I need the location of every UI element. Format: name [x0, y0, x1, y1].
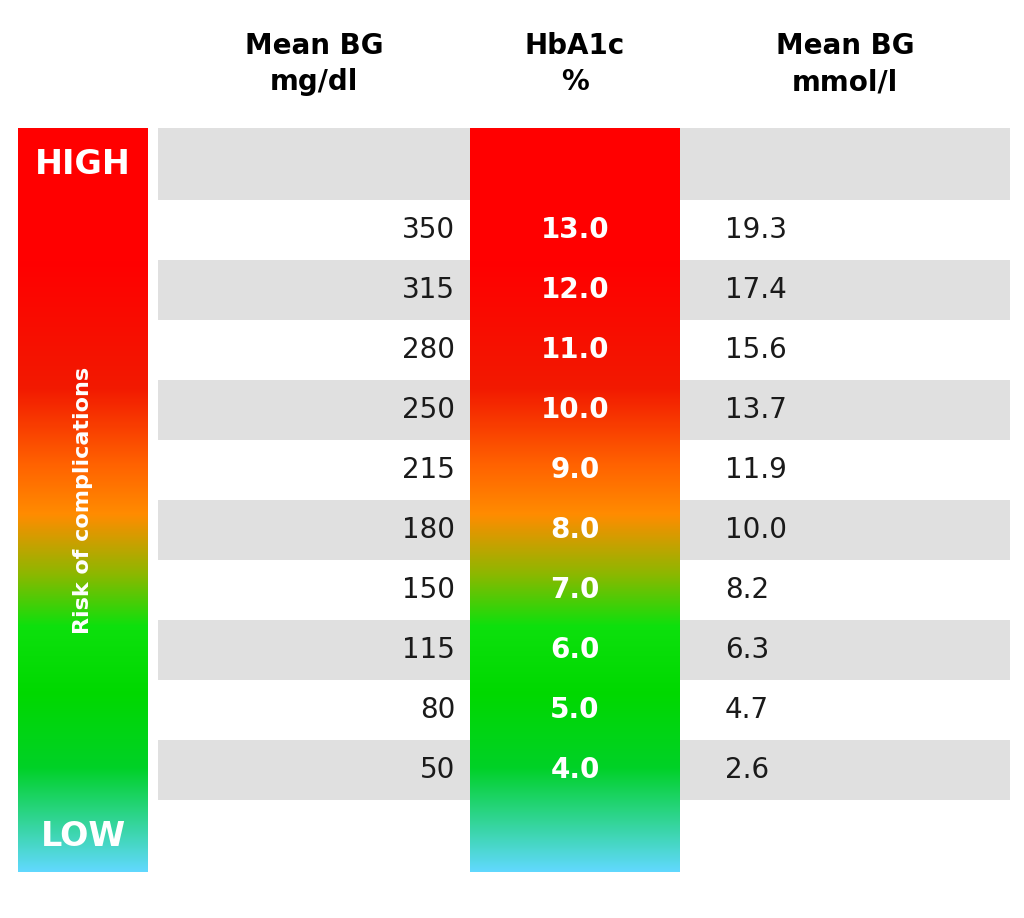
Text: 10.0: 10.0: [725, 516, 787, 544]
Bar: [158, 440, 1010, 500]
Text: 6.3: 6.3: [725, 636, 769, 664]
Text: HbA1c
%: HbA1c %: [525, 31, 625, 96]
Text: 11.0: 11.0: [541, 336, 609, 364]
Bar: [158, 560, 1010, 620]
Text: 8.0: 8.0: [550, 516, 600, 544]
Text: 10.0: 10.0: [541, 396, 609, 424]
Text: 150: 150: [402, 576, 455, 604]
Text: HIGH: HIGH: [35, 148, 131, 181]
Bar: [158, 320, 1010, 380]
Text: 13.0: 13.0: [541, 216, 609, 244]
Text: 5.0: 5.0: [550, 696, 600, 724]
Text: 12.0: 12.0: [541, 276, 609, 304]
Text: 17.4: 17.4: [725, 276, 786, 304]
Text: 115: 115: [402, 636, 455, 664]
Text: 19.3: 19.3: [725, 216, 787, 244]
Text: 4.0: 4.0: [550, 756, 600, 784]
Text: 15.6: 15.6: [725, 336, 786, 364]
Text: 180: 180: [402, 516, 455, 544]
Bar: [158, 620, 1010, 680]
Text: 215: 215: [402, 456, 455, 484]
Text: 2.6: 2.6: [725, 756, 769, 784]
Text: 50: 50: [420, 756, 455, 784]
Bar: [158, 800, 1010, 872]
Bar: [158, 260, 1010, 320]
Text: 11.9: 11.9: [725, 456, 786, 484]
Text: 315: 315: [402, 276, 455, 304]
Text: 7.0: 7.0: [550, 576, 600, 604]
Text: Mean BG
mg/dl: Mean BG mg/dl: [245, 31, 383, 96]
Text: 80: 80: [420, 696, 455, 724]
Bar: [158, 128, 1010, 200]
Bar: [158, 500, 1010, 560]
Text: LOW: LOW: [40, 820, 126, 853]
Bar: [158, 200, 1010, 260]
Text: 13.7: 13.7: [725, 396, 786, 424]
Text: Risk of complications: Risk of complications: [73, 366, 93, 633]
Bar: [158, 740, 1010, 800]
Text: 350: 350: [401, 216, 455, 244]
Text: 9.0: 9.0: [550, 456, 600, 484]
Text: 6.0: 6.0: [550, 636, 600, 664]
Bar: [158, 680, 1010, 740]
Text: Mean BG
mmol/l: Mean BG mmol/l: [776, 31, 914, 96]
Text: 280: 280: [402, 336, 455, 364]
Text: 4.7: 4.7: [725, 696, 769, 724]
Text: 8.2: 8.2: [725, 576, 769, 604]
Bar: [158, 380, 1010, 440]
Text: 250: 250: [402, 396, 455, 424]
